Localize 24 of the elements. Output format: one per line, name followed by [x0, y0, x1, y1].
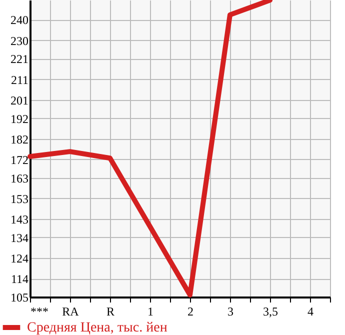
y-tick-label: 221 [10, 52, 28, 66]
y-tick-label: 114 [10, 272, 28, 286]
y-tick-label: 230 [10, 34, 28, 48]
y-tick-label: 192 [10, 112, 28, 126]
x-tick-label: *** [30, 304, 48, 318]
y-tick-label: 163 [10, 171, 28, 186]
x-tick-label: 1 [148, 304, 154, 318]
x-tick-label: 3 [228, 304, 234, 318]
y-tick-label: 143 [10, 212, 28, 226]
y-tick-label: 105 [10, 290, 28, 304]
x-tick-label: 3,5 [263, 304, 278, 318]
y-tick-label: 153 [10, 192, 28, 206]
y-tick-label: 172 [10, 152, 28, 167]
y-tick-label: 134 [10, 230, 28, 245]
x-tick-label: 2 [188, 304, 194, 318]
y-tick-label: 211 [10, 72, 28, 87]
legend-label: Средняя Цена, тыс. йен [27, 320, 168, 335]
y-tick-label: 124 [10, 251, 28, 266]
x-tick-label: RA [62, 304, 80, 318]
y-tick-label: 201 [10, 93, 28, 108]
y-tick-label: 182 [10, 132, 28, 146]
y-tick-label: 240 [10, 13, 28, 28]
x-tick-label: 4 [308, 304, 314, 318]
x-tick-label: R [106, 304, 115, 318]
